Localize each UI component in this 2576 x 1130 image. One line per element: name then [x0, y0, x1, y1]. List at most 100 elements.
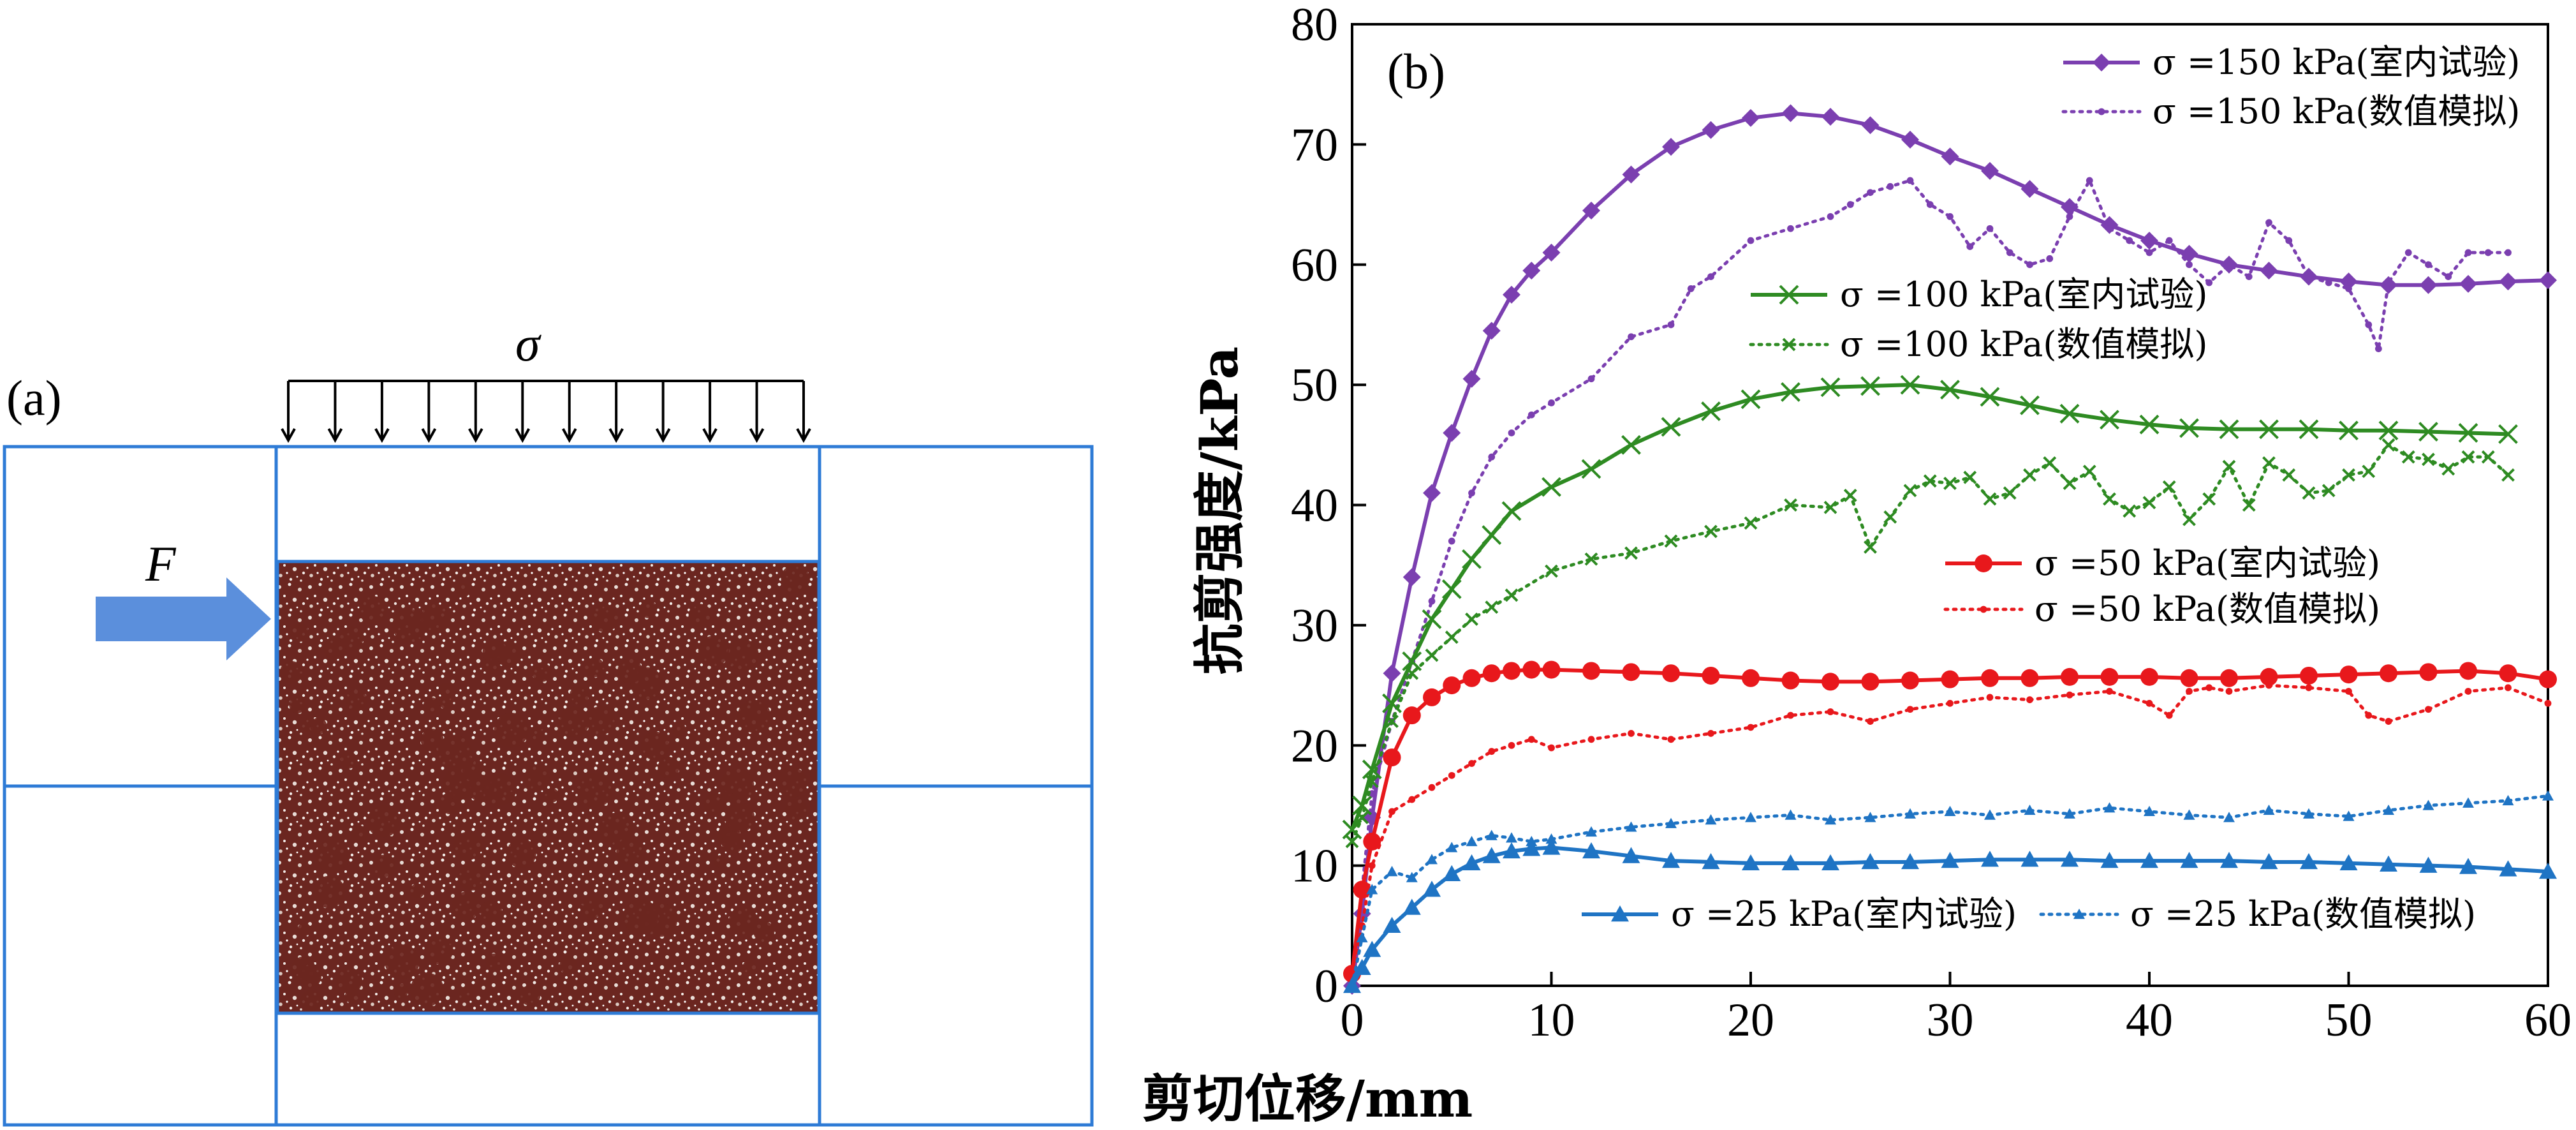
data-point — [1365, 775, 1379, 789]
data-point — [2419, 856, 2438, 873]
data-point — [2064, 808, 2075, 819]
data-point — [2445, 273, 2452, 280]
load-arrow — [702, 381, 718, 443]
data-point — [1542, 660, 1561, 679]
data-point — [2299, 419, 2319, 440]
data-point — [2106, 225, 2113, 232]
data-point — [2043, 456, 2057, 470]
series-line — [1350, 794, 2550, 988]
data-point — [1747, 237, 1755, 244]
data-point — [2139, 414, 2160, 435]
data-point — [2464, 688, 2472, 695]
data-point — [2461, 450, 2475, 464]
data-point — [1425, 648, 1439, 662]
data-point — [2462, 797, 2474, 808]
data-point — [1466, 835, 1478, 847]
aggregate-particle — [483, 773, 517, 806]
data-point — [2345, 285, 2352, 292]
aggregate-particle — [494, 713, 529, 748]
aggregate-particle — [569, 685, 589, 706]
y-tick-label: 30 — [1291, 600, 1338, 652]
aggregate-particle — [524, 765, 550, 791]
data-point — [2223, 812, 2235, 822]
data-point — [1662, 852, 1680, 868]
data-point — [2183, 809, 2195, 820]
data-point — [1901, 852, 1919, 870]
data-point — [1611, 905, 1629, 922]
data-point — [2179, 418, 2199, 438]
data-point — [2142, 496, 2156, 510]
load-arrow — [749, 381, 765, 443]
sample-aggregates — [279, 564, 810, 1011]
data-point — [2066, 213, 2073, 220]
data-point — [1426, 854, 1438, 865]
data-point — [2322, 484, 2336, 498]
data-point — [1781, 104, 1800, 123]
data-point — [2100, 667, 2119, 686]
data-point — [1346, 980, 1358, 991]
legend-item: σ =100 kPa(室内试验) — [1751, 274, 2207, 315]
data-point — [2100, 852, 2119, 868]
data-point — [2401, 450, 2415, 464]
data-point — [2383, 804, 2394, 815]
data-point — [2499, 664, 2517, 683]
y-tick-label: 80 — [1291, 0, 1338, 51]
data-point — [1664, 534, 1678, 548]
aggregate-particle — [591, 605, 619, 633]
data-point — [1522, 262, 1541, 280]
aggregate-particle — [439, 695, 453, 710]
data-point — [2380, 855, 2397, 872]
data-point — [1582, 662, 1600, 680]
data-point — [1784, 498, 1797, 512]
aggregate-particle — [781, 564, 810, 593]
data-point — [1687, 285, 1695, 292]
data-point — [2059, 403, 2080, 424]
data-point — [1624, 546, 1638, 560]
aggregate-particle — [459, 986, 473, 1002]
data-point — [1707, 273, 1714, 280]
aggregate-particle — [753, 921, 775, 942]
data-point — [2140, 852, 2158, 868]
data-point — [1787, 711, 1794, 719]
data-point — [1621, 435, 1641, 455]
data-point — [1406, 872, 1418, 882]
data-point — [1742, 669, 1760, 687]
data-point — [1402, 898, 1421, 915]
data-point — [2418, 422, 2438, 442]
data-point — [1823, 500, 1837, 514]
data-point — [1900, 375, 1920, 395]
data-point — [1542, 243, 1561, 262]
data-point — [1906, 177, 1914, 184]
data-point — [2100, 216, 2119, 234]
series-2 — [1342, 375, 2518, 840]
data-point — [2300, 666, 2318, 685]
y-tick-label: 20 — [1291, 720, 1338, 772]
data-point — [2419, 276, 2438, 294]
data-point — [2265, 681, 2272, 689]
data-point — [2345, 688, 2352, 695]
aggregate-particle — [340, 751, 358, 769]
data-point — [2082, 465, 2096, 479]
aggregate-particle — [506, 838, 536, 868]
aggregate-particle — [358, 596, 388, 625]
data-point — [2140, 232, 2158, 250]
data-point — [2285, 237, 2293, 244]
data-point — [1901, 130, 1919, 149]
data-point — [1383, 916, 1401, 933]
data-point — [2539, 271, 2557, 290]
aggregate-particle — [482, 657, 500, 674]
data-point — [1505, 588, 1519, 602]
aggregate-particle — [452, 891, 481, 921]
data-point — [2484, 249, 2492, 256]
aggregate-particle — [640, 731, 670, 761]
data-point — [2498, 424, 2518, 444]
data-point — [1428, 597, 1436, 605]
aggregate-particle — [719, 789, 733, 803]
data-point — [1822, 108, 1839, 126]
data-point — [2385, 718, 2392, 725]
data-point — [1867, 189, 1874, 197]
data-point — [2305, 273, 2313, 280]
data-point — [2165, 711, 2173, 719]
panel-a-label: (a) — [6, 370, 62, 426]
data-point — [1545, 564, 1558, 578]
